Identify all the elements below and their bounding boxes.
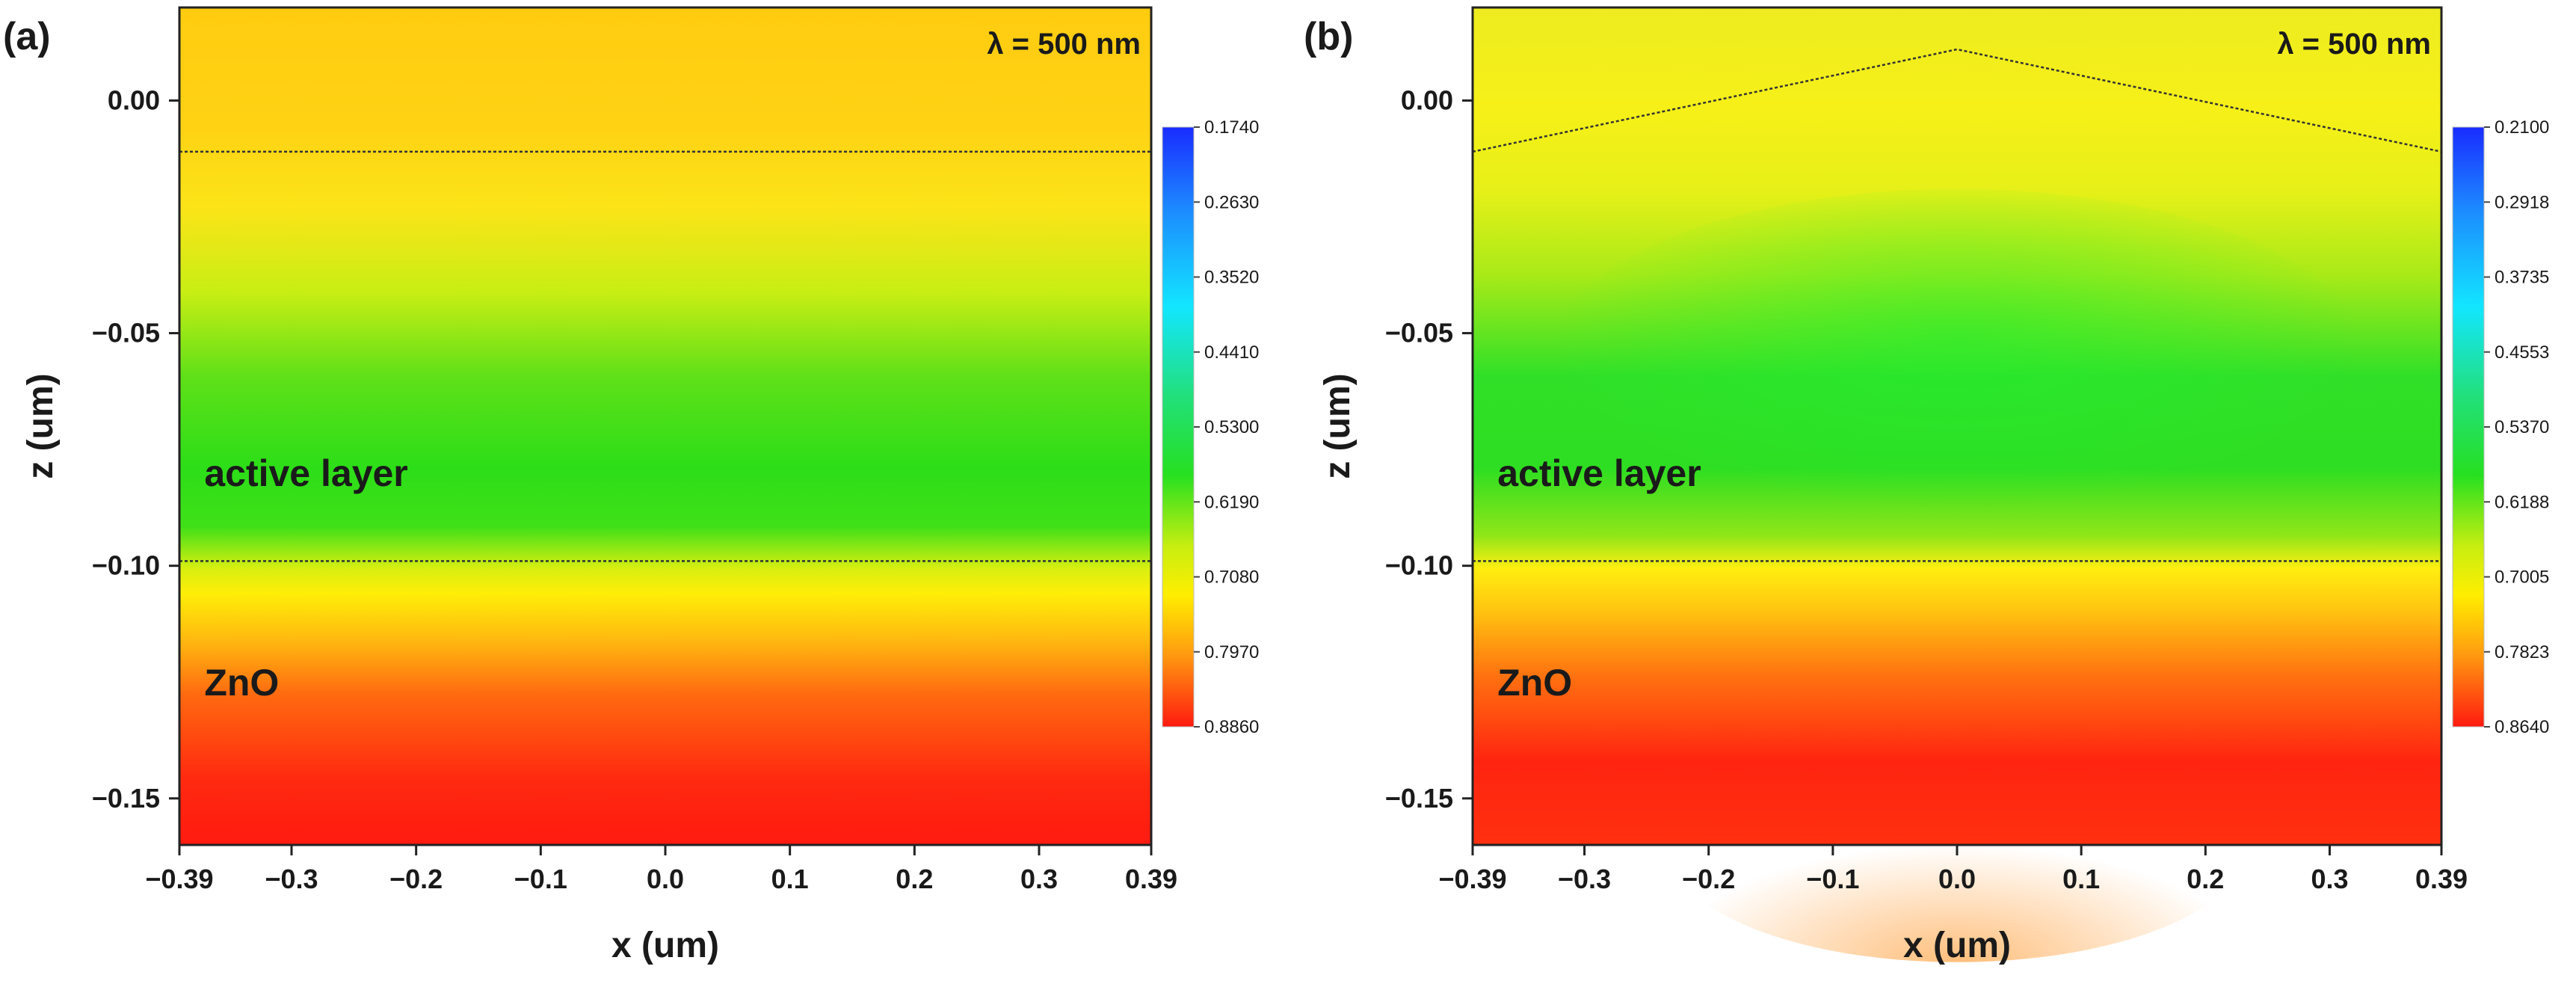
y-tick-label: −0.15 — [1385, 783, 1453, 814]
region-label: ZnO — [204, 662, 279, 704]
colorbar-tick-label: 0.8640 — [2495, 717, 2549, 737]
colorbar-tick-label: 0.5370 — [2495, 417, 2549, 437]
colorbar-tick-label: 0.2630 — [1204, 192, 1259, 212]
x-tick-label: −0.39 — [1438, 864, 1506, 894]
x-tick-label: 0.0 — [1938, 864, 1976, 894]
colorbar-tick-label: 0.3735 — [2495, 268, 2549, 288]
x-tick-label: 0.39 — [1125, 864, 1177, 894]
x-tick-label: −0.2 — [1682, 864, 1735, 894]
colorbar-tick-label: 0.4410 — [1204, 342, 1259, 363]
x-tick-label: 0.3 — [2311, 864, 2348, 894]
colorbar-tick-label: 0.3520 — [1204, 268, 1259, 288]
panel-label: (a) — [3, 15, 51, 58]
region-label: ZnO — [1497, 662, 1572, 704]
colorbar-tick-label: 0.6190 — [1204, 492, 1259, 512]
x-axis-title: x (um) — [1903, 926, 2011, 965]
x-tick-label: 0.2 — [896, 864, 933, 894]
y-axis-title: z (um) — [1318, 373, 1358, 479]
colorbar-tick-label: 0.7080 — [1204, 568, 1259, 588]
panel-a-heatmap: −0.39 −0.3 −0.2 −0.1 0.0 0.1 0.2 0.3 0.39 0.00 −0.… — [3, 6, 1259, 965]
colorbar-tick-label: 0.7970 — [1204, 642, 1259, 662]
field-map — [179, 7, 1151, 845]
y-tick-label: −0.05 — [92, 318, 160, 348]
colorbar — [2452, 126, 2485, 728]
panel-label: (b) — [1304, 15, 1353, 58]
field-hotspot — [1550, 188, 2364, 524]
x-tick-label: 0.1 — [2062, 864, 2100, 894]
y-tick-label: 0.00 — [108, 84, 160, 115]
x-tick-label: −0.3 — [1558, 864, 1611, 894]
y-tick-label: −0.05 — [1385, 318, 1453, 348]
colorbar — [1162, 126, 1195, 728]
y-tick-label: −0.10 — [1385, 550, 1453, 581]
y-tick-label: −0.10 — [92, 550, 160, 581]
x-tick-label: −0.3 — [265, 864, 318, 894]
region-label: active layer — [204, 452, 407, 494]
colorbar-tick-label: 0.2100 — [2495, 117, 2549, 138]
y-axis-title: z (um) — [21, 373, 61, 479]
wavelength-annotation: λ = 500 nm — [987, 28, 1141, 61]
x-tick-label: −0.1 — [514, 864, 567, 894]
x-tick-label: 0.1 — [771, 864, 809, 894]
x-tick-label: −0.2 — [389, 864, 443, 894]
y-tick-label: 0.00 — [1401, 84, 1453, 115]
y-tick-label: −0.15 — [92, 783, 160, 814]
x-tick-label: −0.39 — [145, 864, 213, 894]
colorbar-tick-label: 0.5300 — [1204, 417, 1259, 437]
x-tick-label: 0.0 — [647, 864, 684, 894]
x-axis-title: x (um) — [611, 926, 719, 965]
colorbar-tick-label: 0.8860 — [1204, 717, 1259, 737]
x-tick-label: 0.39 — [2415, 864, 2468, 894]
region-label: active layer — [1497, 452, 1701, 494]
x-tick-label: 0.3 — [1020, 864, 1058, 894]
wavelength-annotation: λ = 500 nm — [2277, 28, 2431, 61]
x-tick-label: 0.2 — [2187, 864, 2224, 894]
x-tick-label: −0.1 — [1806, 864, 1859, 894]
colorbar-tick-label: 0.1740 — [1204, 117, 1259, 138]
colorbar-tick-label: 0.4553 — [2495, 342, 2549, 363]
colorbar-tick-label: 0.7005 — [2495, 568, 2549, 588]
colorbar-tick-label: 0.7823 — [2495, 642, 2549, 662]
colorbar-tick-label: 0.2918 — [2495, 192, 2549, 212]
colorbar-tick-label: 0.6188 — [2495, 492, 2549, 512]
interface-line — [1472, 48, 2442, 153]
panel-b-heatmap: −0.39 −0.3 −0.2 −0.1 0.0 0.1 0.2 0.3 0.39 0.00 −0.… — [1304, 6, 2549, 965]
